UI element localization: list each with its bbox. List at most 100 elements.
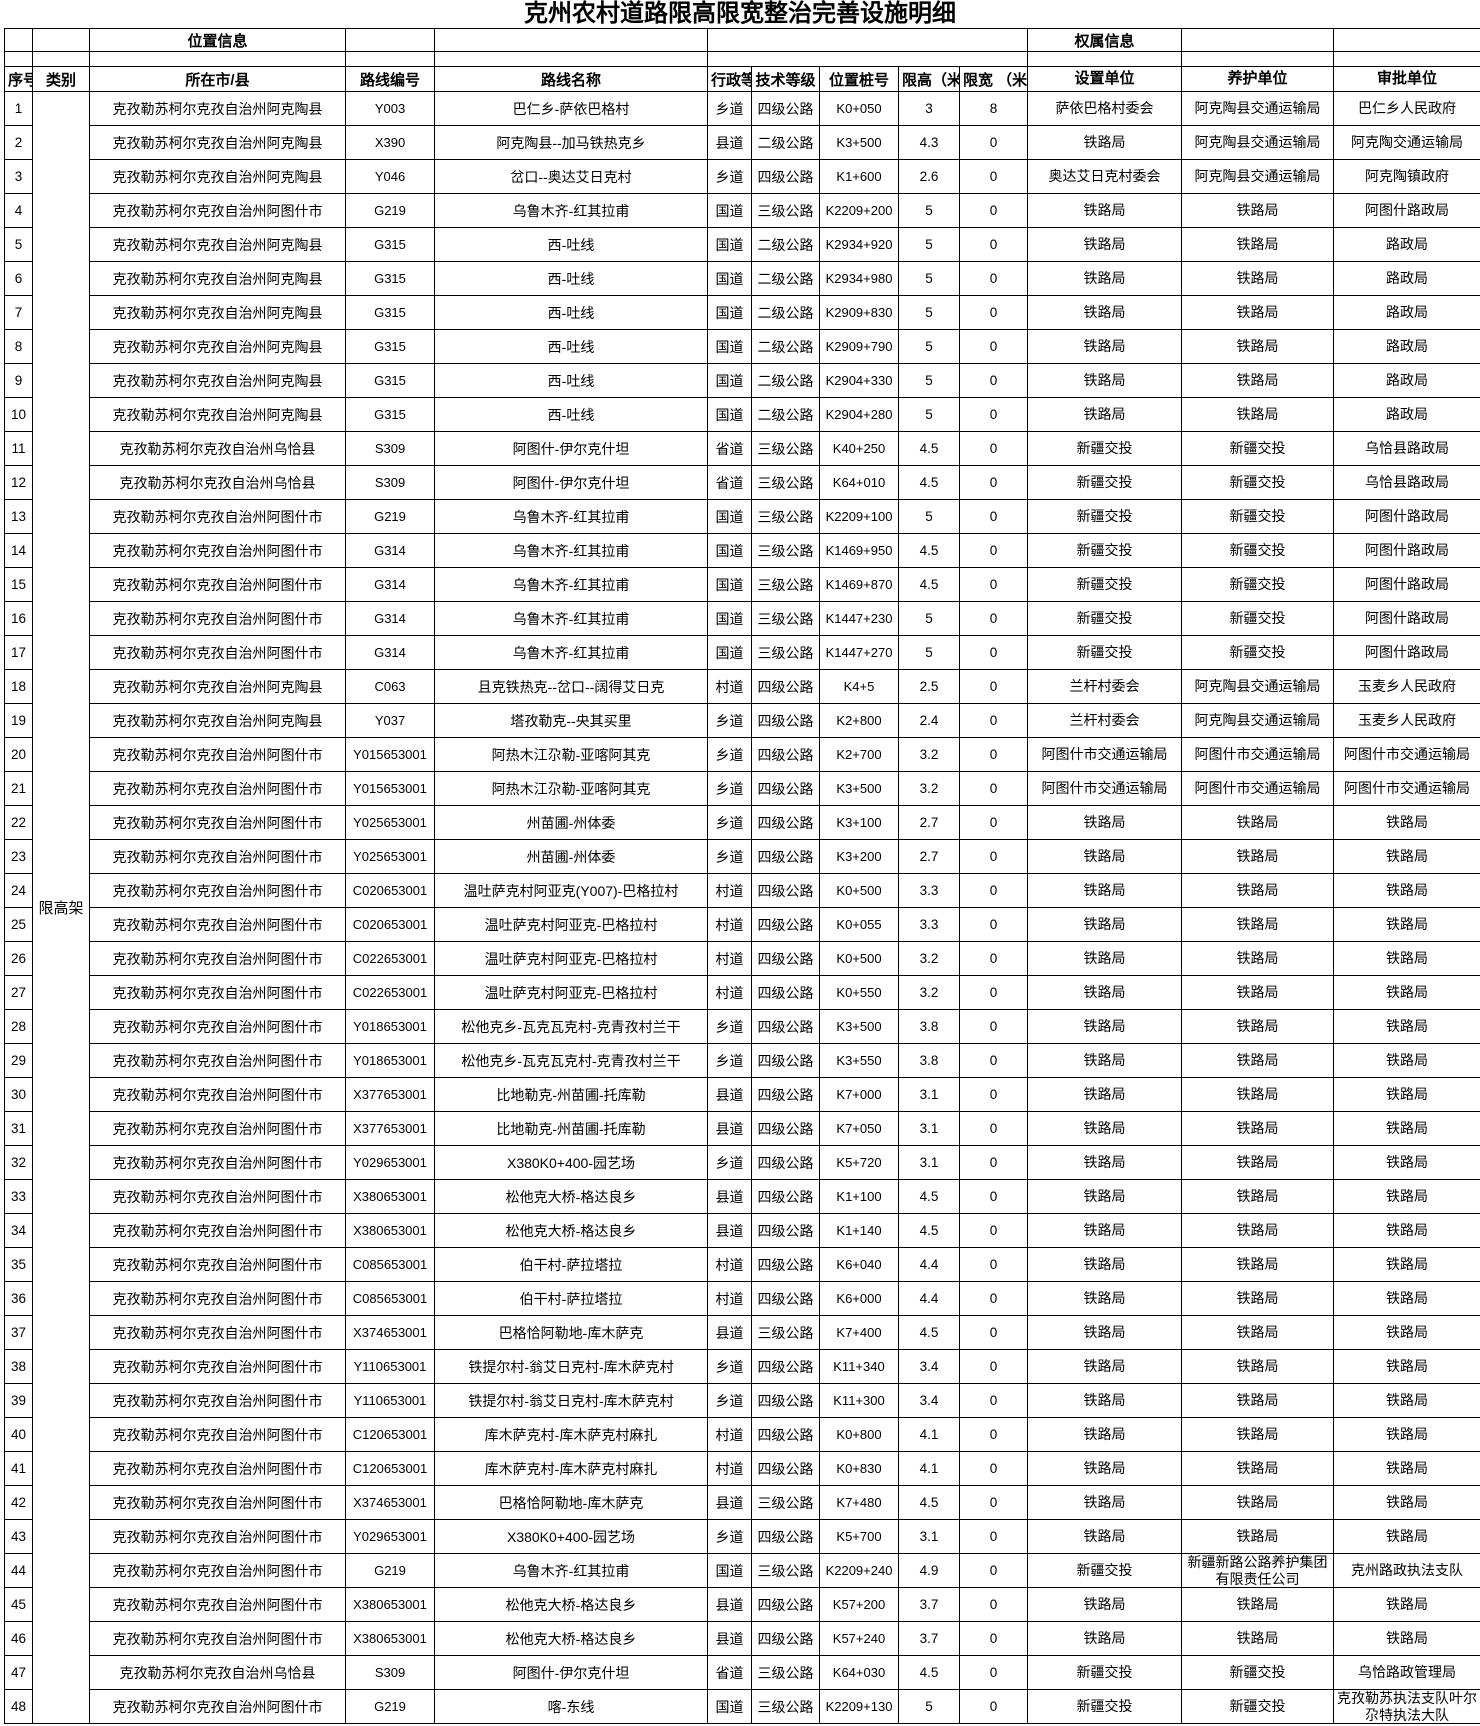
cell-route-name: 乌鲁木齐-红其拉甫 bbox=[434, 193, 708, 228]
cell-width-limit: 0 bbox=[958, 567, 1029, 602]
cell-stake: K0+800 bbox=[819, 1417, 899, 1452]
cell-width-limit: 0 bbox=[958, 1111, 1029, 1146]
cell-county: 克孜勒苏柯尔克孜自治州阿图什市 bbox=[89, 1689, 346, 1724]
table-row: 37 克孜勒苏柯尔克孜自治州阿图什市 X374653001 巴格恰阿勒地-库木萨克 县道… bbox=[4, 1315, 1480, 1350]
cell-route-code: Y110653001 bbox=[345, 1349, 435, 1384]
cell-setup-unit: 新疆交投 bbox=[1027, 1553, 1183, 1588]
table-row: 36 克孜勒苏柯尔克孜自治州阿图什市 C085653001 伯干村-萨拉塔拉 村道 四级公… bbox=[4, 1281, 1480, 1316]
cell-setup-unit: 铁路局 bbox=[1027, 1111, 1183, 1146]
cell-maintenance-unit: 铁路局 bbox=[1181, 907, 1335, 942]
cell-width-limit: 0 bbox=[958, 669, 1029, 704]
cell-admin-level: 省道 bbox=[707, 465, 752, 500]
cell-route-code: C120653001 bbox=[345, 1417, 435, 1452]
cell-approval-unit: 铁路局 bbox=[1333, 1009, 1480, 1044]
cell-setup-unit: 阿图什市交通运输局 bbox=[1027, 737, 1183, 772]
cell-route-name: 阿图什-伊尔克什坦 bbox=[434, 1655, 708, 1690]
cell-height-limit: 4.5 bbox=[898, 1655, 960, 1690]
cell-route-name: 西-吐线 bbox=[434, 397, 708, 432]
table-row: 12 克孜勒苏柯尔克孜自治州乌恰县 S309 阿图什-伊尔克什坦 省道 三级公路 K64+0… bbox=[4, 465, 1480, 500]
cell-route-code: S309 bbox=[345, 1655, 435, 1690]
cell-stake: K5+720 bbox=[819, 1145, 899, 1180]
cell-setup-unit: 兰杆村委会 bbox=[1027, 669, 1183, 704]
cell-maintenance-unit: 铁路局 bbox=[1181, 1247, 1335, 1282]
cell-setup-unit: 铁路局 bbox=[1027, 873, 1183, 908]
cell-route-code: Y029653001 bbox=[345, 1145, 435, 1180]
cell-admin-level: 乡道 bbox=[707, 805, 752, 840]
cell-seq: 29 bbox=[4, 1043, 33, 1078]
cell-stake: K0+550 bbox=[819, 975, 899, 1010]
cell-height-limit: 4.4 bbox=[898, 1281, 960, 1316]
cell-route-code: X380653001 bbox=[345, 1179, 435, 1214]
column-header-stake: 位置桩号 bbox=[819, 66, 899, 92]
cell-setup-unit: 铁路局 bbox=[1027, 1383, 1183, 1418]
cell-height-limit: 4.5 bbox=[898, 567, 960, 602]
cell-seq: 4 bbox=[4, 193, 33, 228]
table-row: 46 克孜勒苏柯尔克孜自治州阿图什市 X380653001 松他克大桥-格达良乡 县道四… bbox=[4, 1621, 1480, 1656]
table-row: 32 克孜勒苏柯尔克孜自治州阿图什市 Y029653001 X380K0+400-园艺… bbox=[4, 1145, 1480, 1180]
cell-admin-level: 县道 bbox=[707, 1485, 752, 1520]
table-row: 45 克孜勒苏柯尔克孜自治州阿图什市 X380653001 松他克大桥-格达良乡 县道四… bbox=[4, 1587, 1480, 1622]
cell-admin-level: 国道 bbox=[707, 363, 752, 398]
table-row: 18 克孜勒苏柯尔克孜自治州阿克陶县 C063 且克铁热克--岔口--阔得艾日克 村道四… bbox=[4, 669, 1480, 704]
cell-county: 克孜勒苏柯尔克孜自治州阿图什市 bbox=[89, 975, 346, 1010]
cell-setup-unit: 铁路局 bbox=[1027, 1145, 1183, 1180]
cell-approval-unit: 铁路局 bbox=[1333, 1417, 1480, 1452]
cell-county: 克孜勒苏柯尔克孜自治州阿克陶县 bbox=[89, 91, 346, 126]
cell-seq: 19 bbox=[4, 703, 33, 738]
cell-height-limit: 3.1 bbox=[898, 1111, 960, 1146]
cell-approval-unit: 阿图什市交通运输局 bbox=[1333, 771, 1480, 806]
cell-tech-level: 三级公路 bbox=[751, 601, 820, 636]
header-group-empty bbox=[4, 28, 33, 52]
cell-route-code: Y025653001 bbox=[345, 805, 435, 840]
table-row: 23 克孜勒苏柯尔克孜自治州阿图什市 Y025653001 州苗圃-州体委 乡道 四级公路… bbox=[4, 839, 1480, 874]
cell-stake: K2904+280 bbox=[819, 397, 899, 432]
cell-stake: K0+500 bbox=[819, 873, 899, 908]
cell-stake: K0+050 bbox=[819, 91, 899, 126]
cell-admin-level: 国道 bbox=[707, 397, 752, 432]
cell-route-code: S309 bbox=[345, 465, 435, 500]
cell-width-limit: 0 bbox=[958, 941, 1029, 976]
table-row: 1 限高架 克孜勒苏柯尔克孜自治州阿克陶县 Y003 巴仁乡-萨依巴格村 乡道 四级公路 K0… bbox=[4, 91, 1480, 1724]
cell-approval-unit: 铁路局 bbox=[1333, 1111, 1480, 1146]
cell-admin-level: 村道 bbox=[707, 975, 752, 1010]
cell-width-limit: 0 bbox=[958, 1247, 1029, 1282]
table-row: 42 克孜勒苏柯尔克孜自治州阿图什市 X374653001 巴格恰阿勒地-库木萨克 县道… bbox=[4, 1485, 1480, 1520]
column-header-tech-level: 技术等级 bbox=[751, 66, 820, 92]
cell-maintenance-unit: 铁路局 bbox=[1181, 1383, 1335, 1418]
cell-setup-unit: 铁路局 bbox=[1027, 1587, 1183, 1622]
cell-stake: K3+200 bbox=[819, 839, 899, 874]
cell-tech-level: 四级公路 bbox=[751, 1519, 820, 1554]
cell-setup-unit: 新疆交投 bbox=[1027, 601, 1183, 636]
cell-county: 克孜勒苏柯尔克孜自治州阿图什市 bbox=[89, 567, 346, 602]
cell-seq: 25 bbox=[4, 907, 33, 942]
cell-admin-level: 乡道 bbox=[707, 1043, 752, 1078]
cell-width-limit: 0 bbox=[958, 329, 1029, 364]
cell-tech-level: 三级公路 bbox=[751, 193, 820, 228]
cell-route-name: 西-吐线 bbox=[434, 227, 708, 262]
cell-setup-unit: 铁路局 bbox=[1027, 1043, 1183, 1078]
table-row: 13 克孜勒苏柯尔克孜自治州阿图什市 G219 乌鲁木齐-红其拉甫 国道 三级公路 K220… bbox=[4, 499, 1480, 534]
cell-stake: K2+700 bbox=[819, 737, 899, 772]
cell-route-code: X380653001 bbox=[345, 1621, 435, 1656]
cell-setup-unit: 铁路局 bbox=[1027, 227, 1183, 262]
cell-setup-unit: 铁路局 bbox=[1027, 1077, 1183, 1112]
cell-seq: 7 bbox=[4, 295, 33, 330]
cell-seq: 34 bbox=[4, 1213, 33, 1248]
cell-maintenance-unit: 铁路局 bbox=[1181, 1111, 1335, 1146]
cell-width-limit: 0 bbox=[958, 1145, 1029, 1180]
cell-tech-level: 四级公路 bbox=[751, 805, 820, 840]
cell-stake: K1+100 bbox=[819, 1179, 899, 1214]
cell-maintenance-unit: 铁路局 bbox=[1181, 397, 1335, 432]
cell-maintenance-unit: 新疆交投 bbox=[1181, 1689, 1335, 1724]
cell-height-limit: 2.7 bbox=[898, 839, 960, 874]
cell-width-limit: 0 bbox=[958, 1621, 1029, 1656]
cell-height-limit: 4.5 bbox=[898, 465, 960, 500]
cell-setup-unit: 铁路局 bbox=[1027, 1485, 1183, 1520]
cell-route-name: 松他克大桥-格达良乡 bbox=[434, 1213, 708, 1248]
cell-county: 克孜勒苏柯尔克孜自治州阿克陶县 bbox=[89, 227, 346, 262]
cell-height-limit: 5 bbox=[898, 295, 960, 330]
cell-admin-level: 村道 bbox=[707, 1417, 752, 1452]
cell-county: 克孜勒苏柯尔克孜自治州阿图什市 bbox=[89, 1417, 346, 1452]
header-group-empty bbox=[434, 28, 708, 52]
table-row: 15 克孜勒苏柯尔克孜自治州阿图什市 G314 乌鲁木齐-红其拉甫 国道 三级公路 K146… bbox=[4, 567, 1480, 602]
